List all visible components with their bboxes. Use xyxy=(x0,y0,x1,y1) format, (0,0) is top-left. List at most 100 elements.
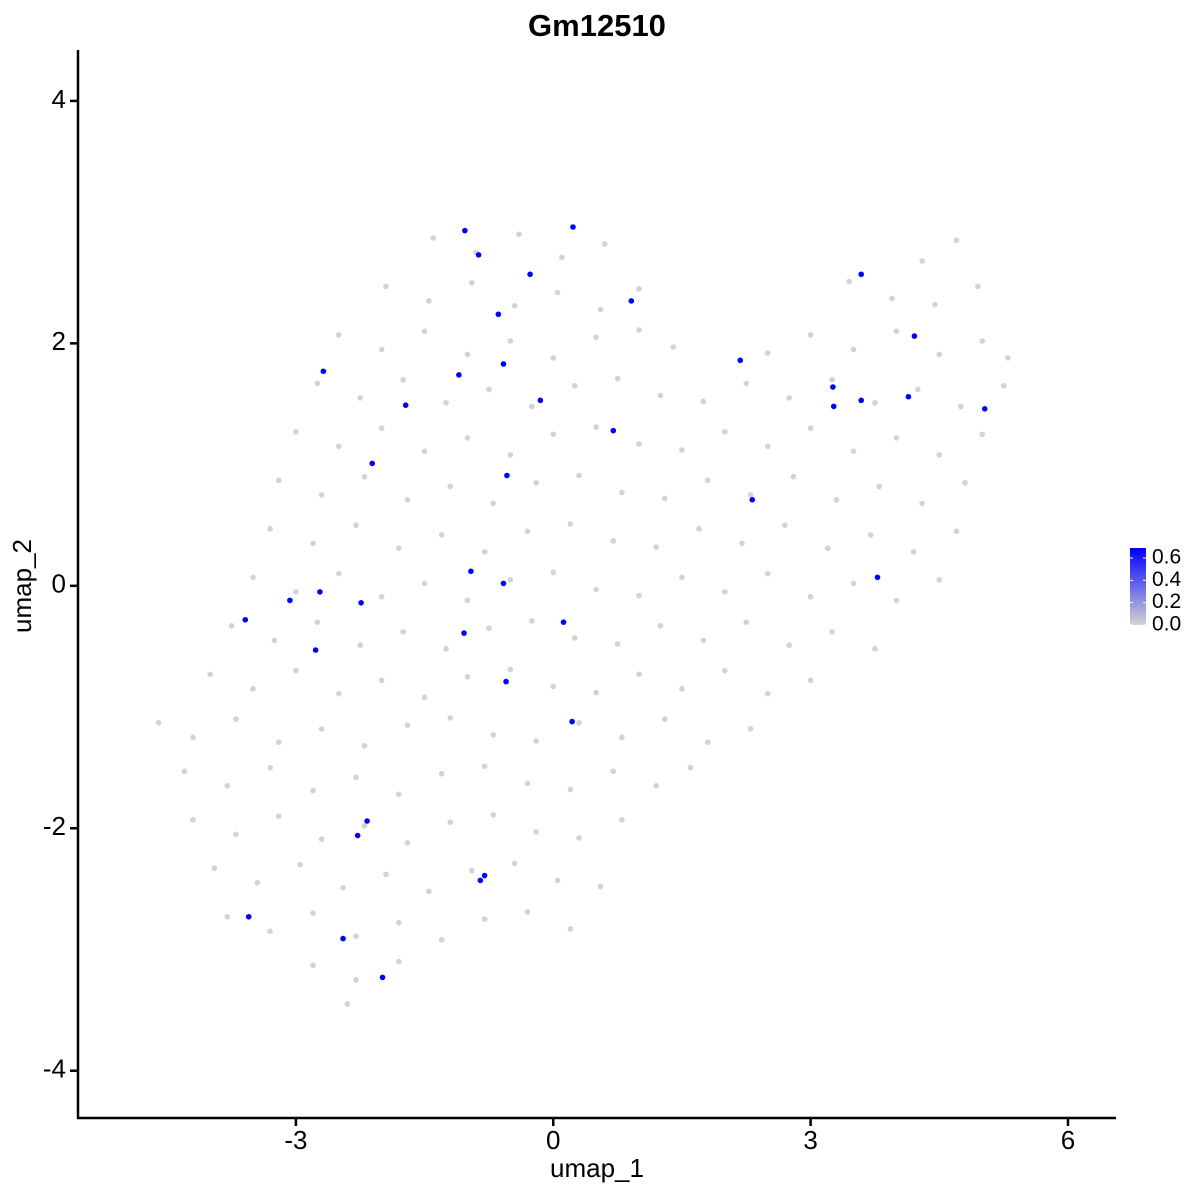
cell-point xyxy=(312,647,319,653)
cell-point xyxy=(830,403,837,410)
cell-point xyxy=(314,619,321,625)
cell-point xyxy=(396,920,402,926)
cell-point xyxy=(320,368,327,375)
cell-point xyxy=(550,431,557,438)
cell-point xyxy=(554,877,561,884)
cell-point xyxy=(597,883,604,890)
cell-point xyxy=(661,716,668,722)
cell-point xyxy=(335,690,342,697)
cell-point xyxy=(807,332,814,338)
cell-point xyxy=(614,641,621,647)
colorbar-tick-label: 0.4 xyxy=(1152,568,1182,591)
cell-point xyxy=(275,813,282,819)
cell-point xyxy=(747,492,754,498)
cell-point xyxy=(636,441,642,447)
cell-point xyxy=(275,477,282,484)
cell-point xyxy=(529,403,535,410)
cell-point xyxy=(893,597,900,604)
cell-point xyxy=(722,667,728,674)
cell-point xyxy=(936,576,943,583)
cell-point xyxy=(628,298,635,304)
x-axis-label: umap_1 xyxy=(550,1153,644,1183)
cell-point xyxy=(979,338,985,344)
cell-point xyxy=(911,333,918,339)
cell-point xyxy=(344,1001,351,1007)
cell-point xyxy=(364,818,370,824)
cell-point xyxy=(936,452,943,458)
cell-point xyxy=(224,783,231,789)
cell-point xyxy=(704,739,711,745)
cell-point xyxy=(593,586,599,593)
cell-point xyxy=(426,888,432,895)
cell-point xyxy=(1000,382,1007,389)
cell-point xyxy=(743,380,750,387)
cell-point xyxy=(919,258,925,264)
y-tick-label: 4 xyxy=(52,84,66,114)
cell-point xyxy=(722,429,728,435)
cell-point xyxy=(353,977,359,983)
cell-point xyxy=(889,295,895,302)
cell-point xyxy=(233,716,239,722)
cell-point xyxy=(610,768,617,775)
cell-point xyxy=(310,962,316,969)
cell-point xyxy=(953,237,960,244)
cell-point xyxy=(554,289,561,296)
cell-point xyxy=(601,241,608,247)
cell-point xyxy=(310,910,316,916)
cell-point xyxy=(576,720,582,726)
cell-point xyxy=(250,686,256,692)
cell-point xyxy=(636,592,642,599)
cell-point xyxy=(700,637,707,644)
cell-point xyxy=(443,646,449,652)
cell-point xyxy=(335,443,342,450)
cell-point xyxy=(340,884,346,891)
cell-point xyxy=(850,448,857,455)
cell-point xyxy=(378,677,385,684)
cell-point xyxy=(571,635,578,641)
y-tick-label: 2 xyxy=(52,326,66,356)
cell-point xyxy=(786,642,792,649)
cell-point xyxy=(932,301,938,308)
cell-point xyxy=(490,732,497,738)
cell-point xyxy=(619,734,625,741)
cell-point xyxy=(335,332,342,338)
cell-point xyxy=(858,271,865,278)
cell-point xyxy=(830,384,836,390)
cell-point xyxy=(383,871,389,878)
cell-point xyxy=(743,619,750,625)
cell-point xyxy=(893,435,900,441)
cell-point xyxy=(190,734,196,741)
cell-point xyxy=(404,722,411,729)
cell-point xyxy=(464,597,471,604)
cell-point xyxy=(357,395,364,401)
cell-point xyxy=(361,743,368,749)
cell-point xyxy=(490,812,497,818)
cell-point xyxy=(464,435,471,441)
cell-point xyxy=(293,429,299,435)
cell-point xyxy=(507,452,514,458)
cell-point xyxy=(271,637,278,644)
cell-point xyxy=(267,764,273,771)
cell-point xyxy=(764,443,771,450)
cell-point xyxy=(438,936,445,943)
cell-point xyxy=(267,526,273,532)
cell-point xyxy=(919,500,925,507)
cell-point xyxy=(653,783,659,789)
cell-point xyxy=(464,673,471,680)
cell-point xyxy=(287,597,293,604)
cell-point xyxy=(704,477,711,484)
cell-point xyxy=(353,933,359,939)
cell-point xyxy=(314,380,321,387)
cell-point xyxy=(503,678,509,685)
cell-point xyxy=(396,958,402,965)
cell-point xyxy=(456,372,462,378)
cell-point xyxy=(550,683,557,690)
cell-point xyxy=(567,926,574,932)
cell-point xyxy=(245,913,252,920)
cell-point xyxy=(559,254,565,261)
cell-point xyxy=(369,460,376,467)
cell-point xyxy=(953,528,960,535)
cell-point xyxy=(533,738,539,744)
cell-point xyxy=(593,424,599,430)
cell-point xyxy=(593,334,599,341)
